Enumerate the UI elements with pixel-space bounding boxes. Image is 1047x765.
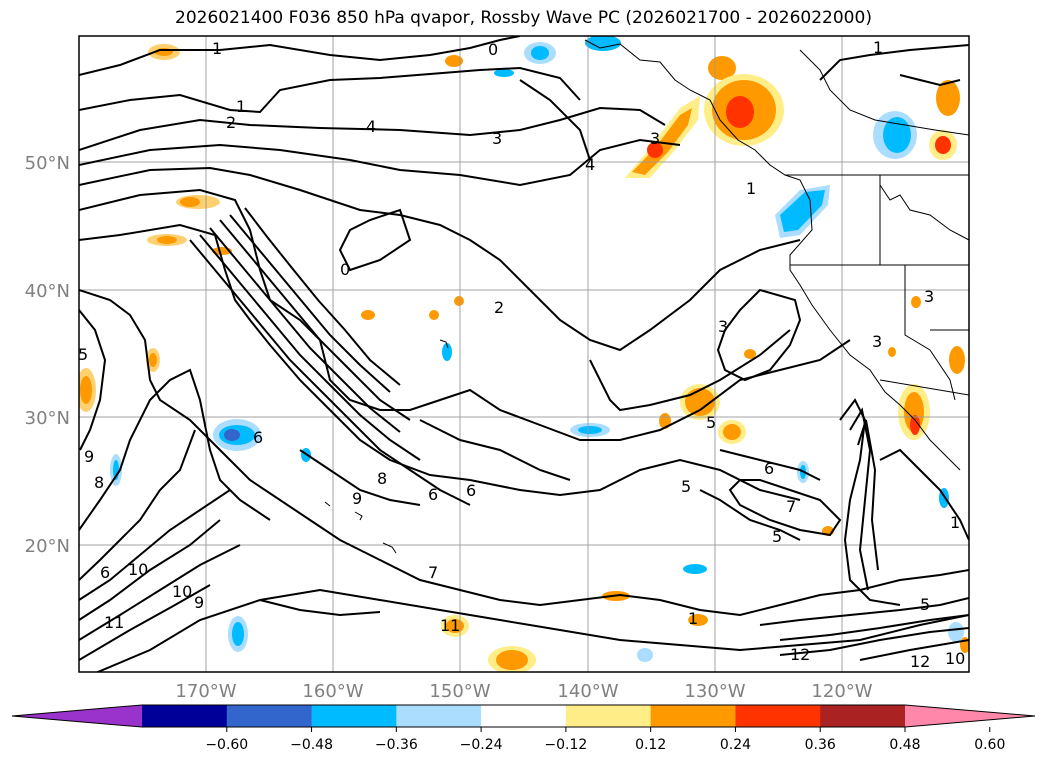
contour-label: 1 [950, 513, 960, 532]
colorbar-swatch [396, 705, 482, 727]
contour-label: 6 [253, 428, 263, 447]
lon-label: 120°W [811, 681, 872, 702]
contour-label: 7 [786, 497, 796, 516]
contour-label: 1 [688, 609, 698, 628]
contour-label: 3 [492, 129, 502, 148]
contour-label: 6 [764, 459, 774, 478]
colorbar-swatch [226, 705, 313, 727]
contour-label: 0 [488, 40, 498, 59]
lat-label: 50°N [25, 153, 70, 174]
contour-label: 8 [377, 469, 387, 488]
colorbar-extend-high [905, 705, 1035, 727]
map-title: 2026021400 F036 850 hPa qvapor, Rossby W… [175, 8, 872, 28]
coastlines [324, 39, 969, 554]
contour-label: 3 [718, 317, 728, 336]
contour-label: 8 [94, 473, 104, 492]
contour-label: 5 [706, 413, 716, 432]
contour-label: 11 [104, 613, 124, 632]
contour-label: 1 [873, 38, 883, 57]
colorbar-extend-low [12, 705, 142, 727]
contour-label: 12 [790, 645, 810, 664]
contour-label: 9 [84, 447, 94, 466]
contour-label: 3 [872, 332, 882, 351]
shading-layer [79, 36, 969, 672]
contour-label: 6 [466, 481, 476, 500]
colorbar-swatch [481, 705, 567, 727]
colorbar-swatch [311, 705, 397, 727]
contour-label: 1 [746, 179, 756, 198]
lon-label: 160°W [302, 681, 363, 702]
contour-label: 10 [128, 560, 148, 579]
contour-label: 2 [226, 113, 236, 132]
lat-label: 40°N [25, 281, 70, 302]
contour-label: 5 [772, 527, 782, 546]
lon-label: 150°W [429, 681, 490, 702]
contour-label: 4 [366, 117, 376, 136]
colorbar-swatch [735, 705, 821, 727]
lon-label: 140°W [557, 681, 618, 702]
contour-label: 6 [428, 485, 438, 504]
colorbar-swatch [650, 705, 736, 727]
lon-label: 170°W [175, 681, 236, 702]
colorbar: −0.60 −0.48 −0.36 −0.24 −0.12 0.12 0.24 0.36 0.4… [11, 704, 1036, 753]
lon-label: 130°W [684, 681, 745, 702]
contour-label: 7 [428, 563, 438, 582]
colorbar-tick-label: −0.24 [460, 737, 503, 753]
contour-label: 3 [650, 129, 660, 148]
contour-lines [79, 36, 969, 672]
colorbar-tick-label: −0.48 [290, 737, 333, 753]
contour-label: 5 [681, 477, 691, 496]
contour-label: 6 [100, 563, 110, 582]
contour-label: 11 [440, 616, 460, 635]
contour-label: 0 [340, 260, 350, 279]
colorbar-swatch [565, 705, 652, 727]
contour-label: 12 [910, 652, 930, 671]
contour-label-group: 1 0 1 2 4 3 4 3 1 1 0 2 3 3 7 8 9 10 10 … [78, 38, 965, 671]
colorbar-tick-label: 0.48 [889, 737, 920, 753]
contour-label: 5 [920, 595, 930, 614]
lat-label: 20°N [25, 536, 70, 557]
colorbar-tick-label: 0.60 [974, 737, 1005, 753]
map-plot-area [79, 36, 969, 672]
contour-label: 10 [172, 582, 192, 601]
colorbar-tick-label: 0.24 [720, 737, 751, 753]
contour-label: 10 [945, 649, 965, 668]
colorbar-swatch [820, 705, 906, 727]
contour-label: 2 [494, 298, 504, 317]
contour-label: 5 [78, 345, 88, 364]
lat-label: 30°N [25, 408, 70, 429]
colorbar-tick-label: −0.12 [544, 737, 587, 753]
contour-label: 1 [212, 39, 222, 58]
colorbar-swatch [142, 705, 228, 727]
contour-label: 9 [352, 489, 362, 508]
colorbar-tick-label: −0.36 [375, 737, 418, 753]
colorbar-tick-label: 0.12 [635, 737, 666, 753]
contour-label: 3 [924, 287, 934, 306]
contour-label: 1 [236, 97, 246, 116]
contour-label: 9 [194, 593, 204, 612]
colorbar-tick-label: −0.60 [205, 737, 248, 753]
contour-label: 4 [585, 155, 595, 174]
colorbar-tick-label: 0.36 [805, 737, 836, 753]
